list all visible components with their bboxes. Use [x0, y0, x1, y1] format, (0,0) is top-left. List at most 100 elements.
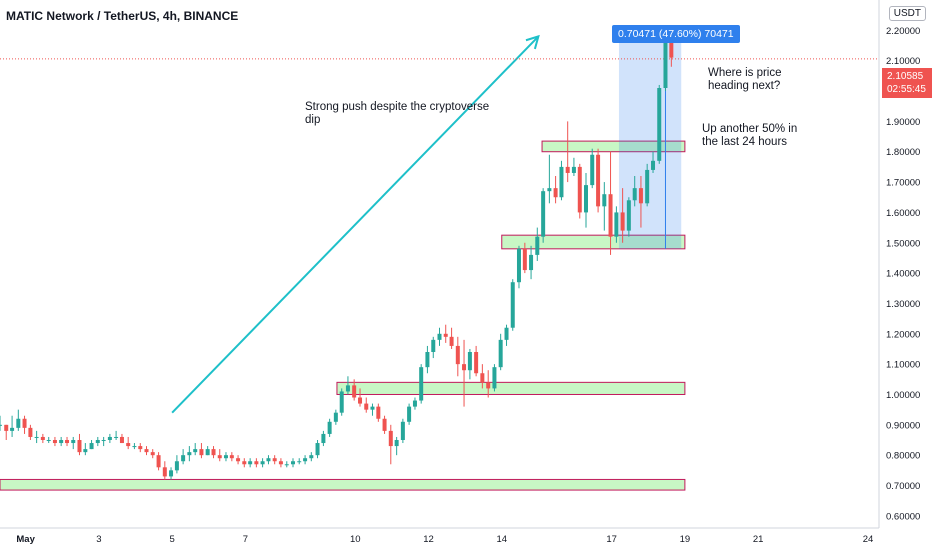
- candle-body: [376, 406, 381, 419]
- candle-body: [59, 440, 64, 444]
- candle: [339, 388, 344, 416]
- candle-body: [645, 169, 650, 204]
- candle-body: [407, 406, 412, 422]
- candle-body: [462, 364, 467, 371]
- support-zone: [0, 478, 686, 491]
- candle-body: [291, 461, 295, 465]
- price-tick-label: 1.00000: [886, 390, 920, 401]
- candle-body: [46, 440, 51, 441]
- trend-arrow-line: [171, 35, 540, 414]
- candle-body: [553, 188, 558, 198]
- candle: [4, 424, 9, 440]
- candle: [303, 455, 308, 465]
- candle: [10, 415, 15, 437]
- candle: [486, 370, 491, 398]
- candle: [16, 409, 21, 431]
- candle-body: [10, 427, 15, 431]
- candle-body: [498, 339, 503, 368]
- candle-body: [547, 188, 552, 192]
- time-tick-label: 14: [496, 534, 507, 545]
- measure-label: 0.70471 (47.60%) 70471: [612, 25, 740, 43]
- candle: [651, 151, 656, 173]
- candle-body: [205, 449, 210, 456]
- candle-body: [303, 458, 308, 462]
- candle: [614, 206, 619, 243]
- candle: [89, 440, 94, 450]
- candle-body: [16, 418, 21, 428]
- candle-body: [297, 461, 302, 463]
- candle: [156, 452, 161, 471]
- time-tick-label: 12: [423, 534, 434, 545]
- candle-body: [382, 418, 387, 431]
- candle: [242, 458, 247, 468]
- candle: [46, 436, 51, 444]
- candle-body: [260, 461, 265, 465]
- candle: [327, 418, 332, 437]
- candle-body: [400, 421, 405, 440]
- candle: [291, 458, 295, 468]
- candle-body: [486, 382, 491, 389]
- candle: [462, 339, 467, 407]
- candle-body: [388, 430, 393, 447]
- candle: [101, 436, 106, 447]
- candle: [437, 327, 442, 346]
- candle-body: [370, 406, 375, 410]
- candle: [382, 415, 387, 434]
- candle: [119, 433, 124, 444]
- candle: [400, 418, 405, 444]
- candle: [590, 148, 595, 189]
- candle: [223, 452, 228, 462]
- support-zone: [336, 381, 686, 395]
- candles: [0, 33, 674, 480]
- candle-body: [449, 336, 454, 346]
- current-price-value: 2.10585: [887, 71, 924, 82]
- candle: [187, 446, 192, 462]
- candle-body: [608, 194, 613, 237]
- annotation-line: Where is price: [708, 67, 782, 79]
- candle-body: [107, 436, 112, 440]
- candle-body: [65, 440, 70, 444]
- candle: [297, 458, 302, 465]
- candle: [645, 163, 650, 207]
- candle-body: [467, 352, 472, 371]
- candle-body: [242, 461, 247, 465]
- time-tick-label: 24: [863, 534, 874, 545]
- price-tick-label: 1.80000: [886, 147, 920, 158]
- candle-body: [22, 418, 27, 428]
- candle-body: [119, 436, 124, 444]
- candle-body: [577, 166, 582, 213]
- candle: [516, 245, 521, 289]
- candle-body: [229, 455, 234, 459]
- currency-badge[interactable]: USDT: [888, 6, 926, 21]
- price-tick-label: 1.60000: [886, 208, 920, 219]
- trend-arrow-head: [525, 34, 540, 50]
- candle-body: [394, 440, 399, 447]
- symbol-title: MATIC Network / TetherUS, 4h, BINANCE: [6, 9, 239, 23]
- candle: [632, 176, 637, 207]
- candle-body: [138, 446, 143, 450]
- price-tick-label: 0.70000: [886, 481, 920, 492]
- candle: [492, 364, 497, 392]
- price-tick-label: 0.90000: [886, 420, 920, 431]
- candle: [577, 163, 582, 219]
- price-tick-label: 1.70000: [886, 178, 920, 189]
- candle-body: [40, 436, 45, 440]
- price-tick-label: 1.30000: [886, 299, 920, 310]
- candle: [522, 242, 527, 274]
- candle-body: [199, 449, 204, 456]
- candle: [412, 397, 417, 410]
- candle-body: [364, 403, 369, 410]
- price-tick-label: 1.90000: [886, 117, 920, 128]
- candle: [376, 403, 381, 422]
- support-zone: [501, 234, 686, 250]
- time-axis[interactable]: May 3 5 7 10 12 14 17 19 21 24: [0, 527, 879, 545]
- candle: [52, 436, 57, 447]
- price-tick-label: 0.80000: [886, 451, 920, 462]
- annotation-line: heading next?: [708, 80, 781, 92]
- candle: [443, 324, 448, 343]
- candle-body: [651, 160, 656, 170]
- candle-body: [669, 39, 674, 58]
- candle-body: [510, 282, 515, 328]
- candle-body: [474, 352, 479, 374]
